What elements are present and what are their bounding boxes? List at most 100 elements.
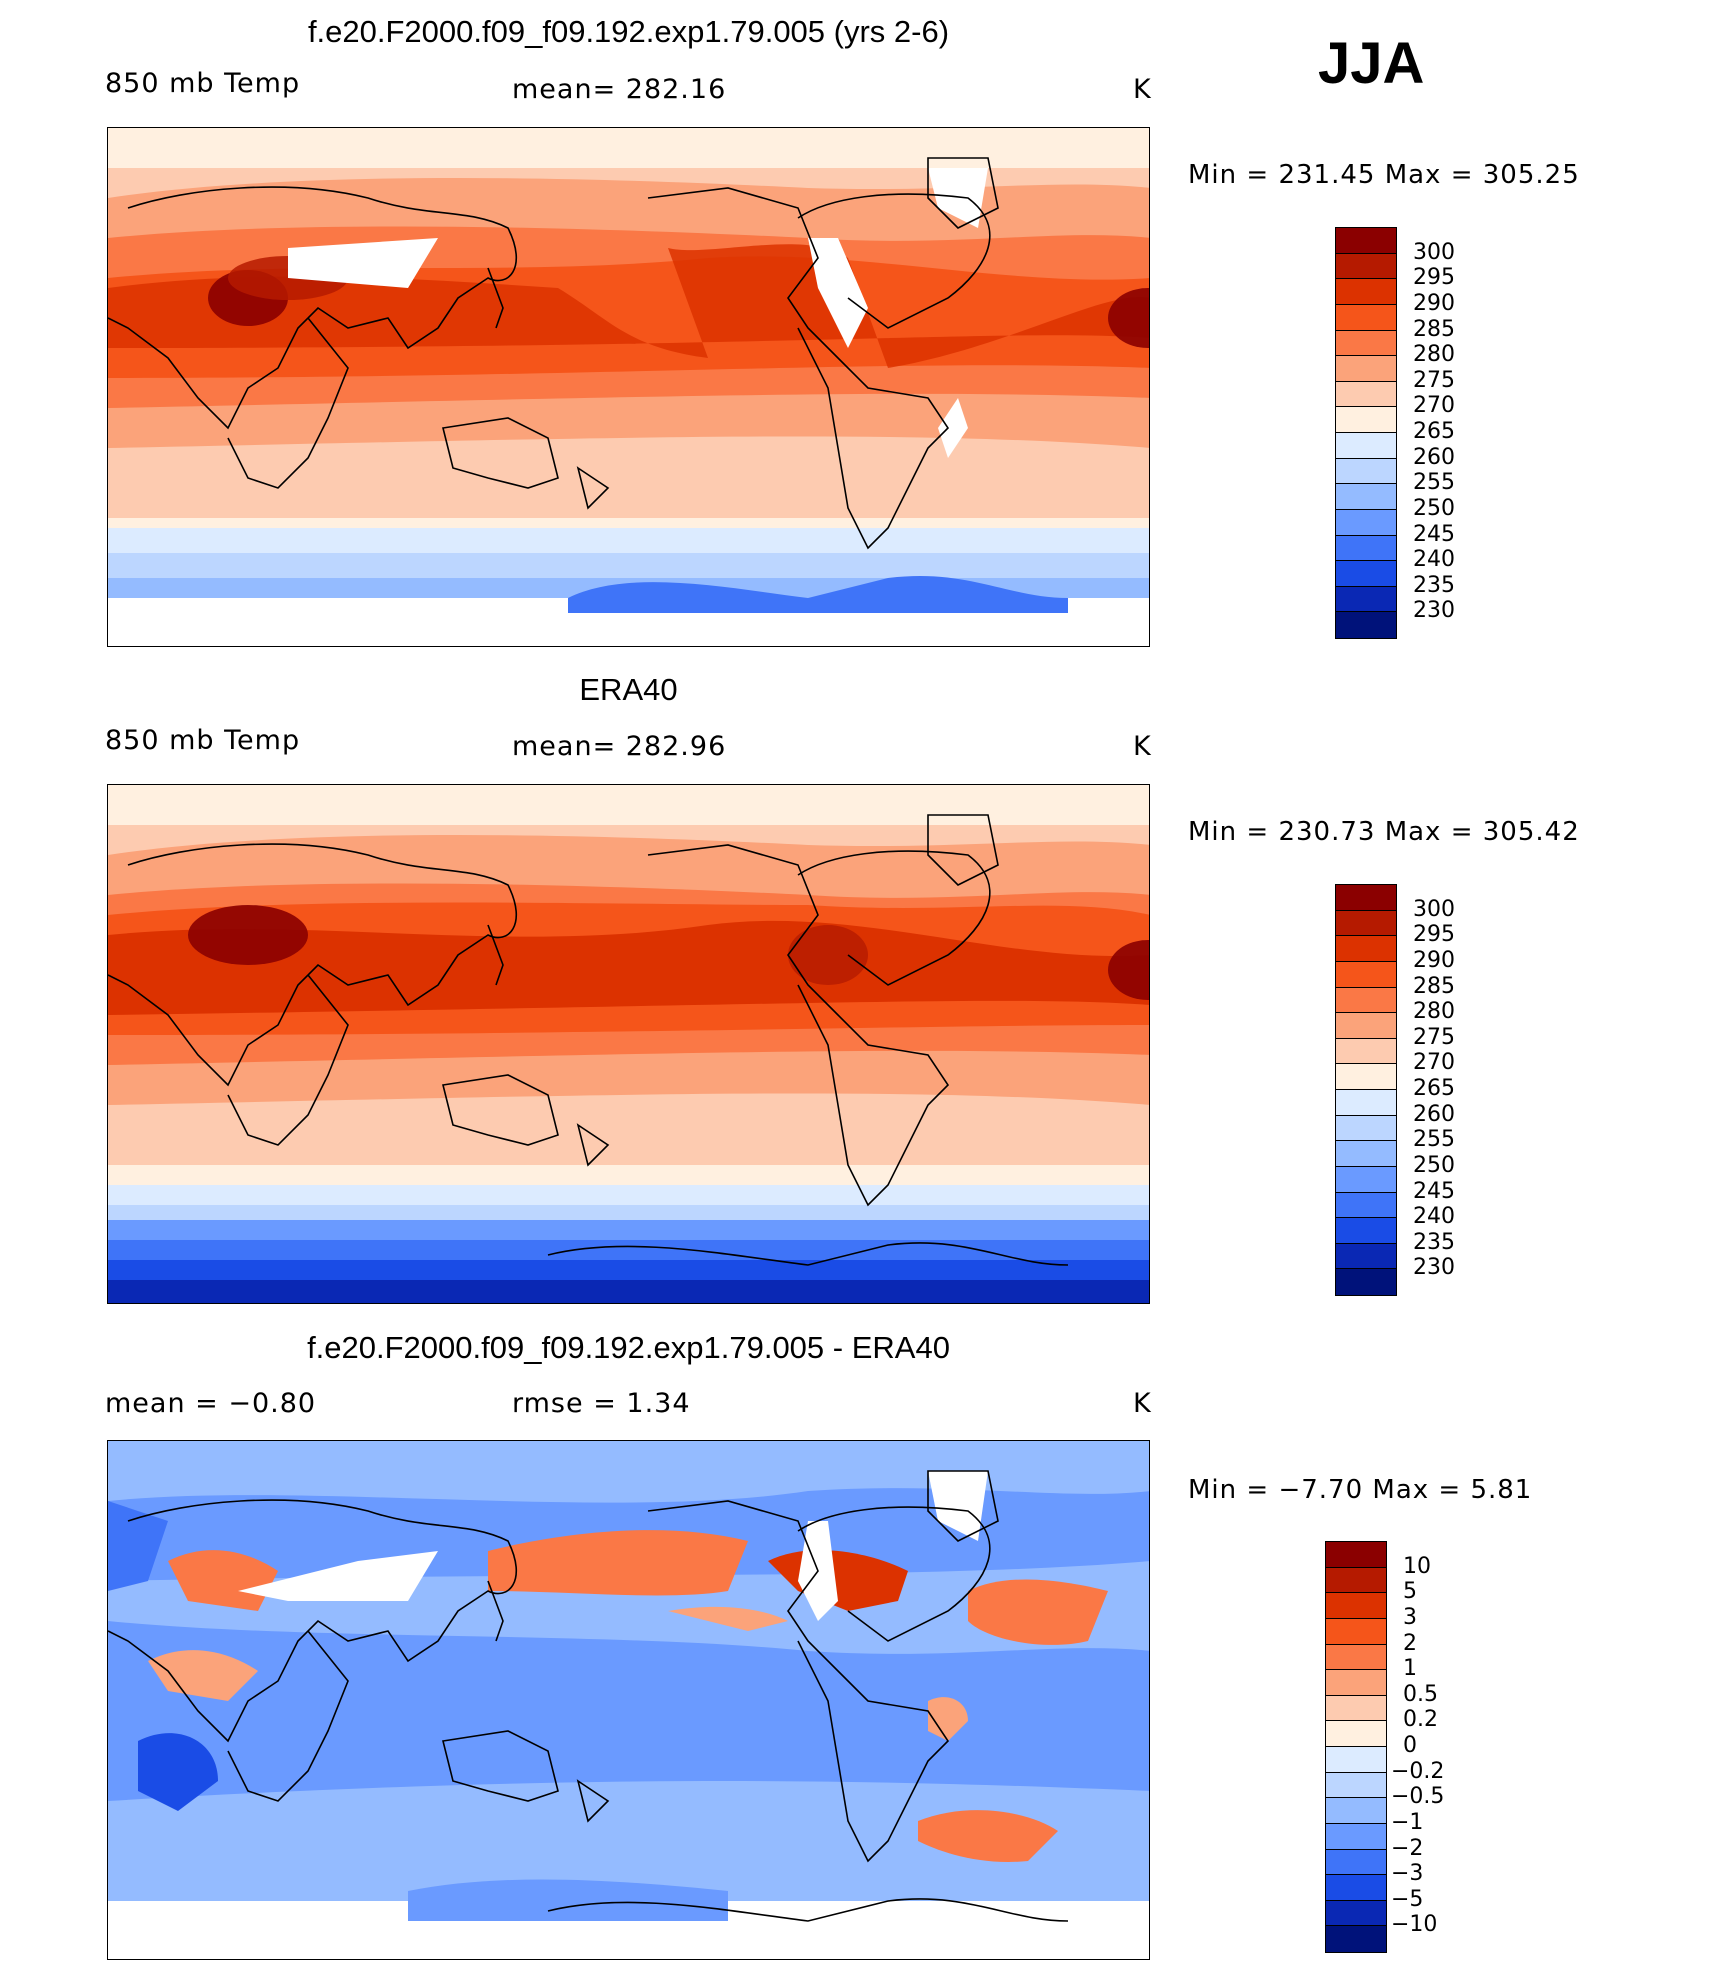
colorbar-tick-label: −1 [1391,1809,1424,1835]
colorbar-tick-label: 260 [1413,1101,1455,1127]
panel-mean-label-diff: mean = −0.80 [105,1388,317,1419]
panel-units-label-obs: K [1133,731,1152,762]
colorbar-tick-label: 285 [1413,316,1455,342]
colorbar-tick-label: 300 [1413,239,1455,265]
colorbar-tick-label: 265 [1413,419,1455,444]
colorbar-tick-label: 10 [1403,1553,1431,1579]
colorbar-swatch [1336,885,1396,911]
colorbar-tick-label: 0 [1403,1733,1417,1758]
colorbar-swatch [1336,509,1396,536]
colorbar-swatch [1336,1218,1396,1244]
colorbar-swatch [1326,1798,1386,1824]
colorbar-swatch [1336,1064,1396,1090]
map-panel-obs [107,784,1150,1304]
colorbar-tick-label: 3 [1403,1604,1417,1630]
colorbar-tick-label: 290 [1413,290,1455,316]
colorbar-swatch [1336,987,1396,1014]
colorbar-swatch [1336,381,1396,408]
colorbar-swatch [1336,535,1396,562]
colorbar-tick-label: 245 [1413,521,1455,547]
colorbar-swatch [1336,1166,1396,1193]
colorbar-swatch [1336,961,1396,988]
colorbar-swatch [1336,433,1396,459]
colorbar-swatch [1336,586,1396,613]
map-plot-diff [108,1441,1149,1959]
colorbar-swatch [1336,1243,1396,1270]
colorbar-swatch [1326,1875,1386,1901]
colorbar-tick-label: 295 [1413,265,1455,291]
colorbar-tick-label: −5 [1391,1886,1424,1912]
colorbar-swatch [1336,304,1396,331]
colorbar-swatch [1336,356,1396,382]
panel-title-obs: ERA40 [579,672,678,707]
panel-rmse-label-diff: rmse = 1.34 [512,1388,691,1419]
colorbar-swatch [1336,1038,1396,1065]
colorbar-tick-label: −10 [1391,1912,1438,1938]
colorbar-swatch [1336,561,1396,587]
panel-left-label-obs: 850 mb Temp [105,725,301,756]
colorbar-tick-label: 270 [1413,1050,1455,1076]
panel-units-label-model: K [1133,74,1152,105]
panel-title-model: f.e20.F2000.f09_f09.192.exp1.79.005 (yrs… [307,14,950,49]
colorbar-swatch [1336,936,1396,962]
panel-mean-label-obs: mean= 282.96 [512,731,727,762]
colorbar-tick-label: 235 [1413,572,1455,598]
minmax-label-obs: Min = 230.73 Max = 305.42 [1188,817,1580,847]
colorbar-swatch [1326,1721,1386,1747]
map-panel-model [107,127,1150,647]
colorbar-swatch [1336,228,1396,254]
colorbar-swatch [1326,1567,1386,1594]
colorbar-model [1335,227,1397,639]
colorbar-swatch [1336,612,1396,638]
colorbar-swatch [1326,1695,1386,1722]
colorbar-tick-label: 5 [1403,1579,1417,1605]
colorbar-tick-label: −2 [1391,1835,1424,1861]
minmax-label-diff: Min = −7.70 Max = 5.81 [1188,1475,1533,1505]
map-plot-model [108,128,1149,646]
panel-mean-label-model: mean= 282.16 [512,74,727,105]
panel-title-diff: f.e20.F2000.f09_f09.192.exp1.79.005 - ER… [307,1330,950,1365]
colorbar-swatch [1326,1747,1386,1773]
colorbar-tick-label: 250 [1413,1152,1455,1178]
colorbar-swatch [1326,1900,1386,1927]
colorbar-swatch [1336,458,1396,485]
colorbar-tick-label: 255 [1413,470,1455,496]
colorbar-tick-label: −0.2 [1391,1758,1445,1784]
colorbar-swatch [1326,1823,1386,1850]
map-panel-diff [107,1440,1150,1960]
colorbar-tick-label: 240 [1413,1204,1455,1230]
colorbar-tick-label: 0.5 [1403,1681,1438,1707]
colorbar-swatch [1326,1593,1386,1619]
colorbar-tick-label: 275 [1413,367,1455,393]
colorbar-swatch [1326,1542,1386,1568]
colorbar-tick-label: 280 [1413,999,1455,1025]
colorbar-swatch [1336,1141,1396,1167]
colorbar-tick-label: 230 [1413,598,1455,624]
colorbar-swatch [1326,1772,1386,1799]
colorbar-swatch [1326,1926,1386,1952]
colorbar-tick-label: 255 [1413,1127,1455,1153]
colorbar-tick-label: 295 [1413,922,1455,948]
colorbar-tick-label: −0.5 [1391,1784,1445,1810]
colorbar-obs [1335,884,1397,1296]
colorbar-tick-label: 245 [1413,1178,1455,1204]
colorbar-tick-label: 290 [1413,947,1455,973]
colorbar-swatch [1326,1644,1386,1671]
colorbar-tick-label: 275 [1413,1024,1455,1050]
colorbar-swatch [1336,484,1396,510]
colorbar-tick-label: 235 [1413,1229,1455,1255]
colorbar-swatch [1336,407,1396,433]
colorbar-swatch [1326,1670,1386,1696]
colorbar-swatch [1336,1269,1396,1295]
map-plot-obs [108,785,1149,1303]
colorbar-tick-label: 240 [1413,547,1455,573]
colorbar-tick-label: 250 [1413,495,1455,521]
colorbar-swatch [1336,910,1396,937]
colorbar-tick-label: 230 [1413,1255,1455,1281]
colorbar-tick-label: 260 [1413,444,1455,470]
colorbar-swatch [1336,1115,1396,1142]
colorbar-swatch [1336,1090,1396,1116]
colorbar-diff [1325,1541,1387,1953]
minmax-label-model: Min = 231.45 Max = 305.25 [1188,160,1580,190]
colorbar-tick-label: 300 [1413,896,1455,922]
